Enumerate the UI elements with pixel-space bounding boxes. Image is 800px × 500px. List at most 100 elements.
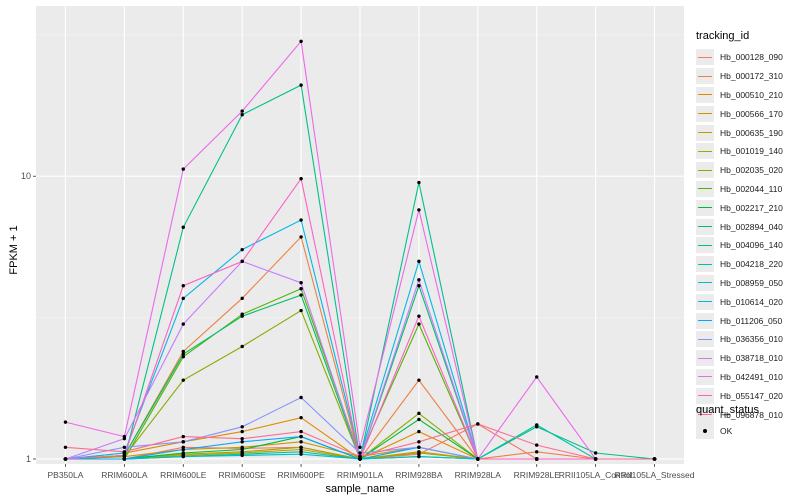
- legend2-key: [696, 423, 714, 440]
- legend-item: Hb_038718_010: [690, 349, 798, 368]
- legend-line-icon: [698, 357, 712, 359]
- legend-line-icon: [698, 414, 712, 416]
- x-tick-label: RRIM600LE: [160, 470, 207, 480]
- legend-label: Hb_000172_310: [720, 71, 783, 82]
- legend-line-icon: [698, 169, 712, 171]
- data-points: [63, 39, 657, 461]
- data-point: [240, 453, 244, 458]
- legend-key: [696, 350, 714, 367]
- data-point: [417, 322, 421, 326]
- legend-item: Hb_004096_140: [690, 236, 798, 255]
- data-point: [181, 349, 185, 354]
- legend-line-icon: [698, 320, 712, 322]
- legend-key: [696, 162, 714, 179]
- data-point: [417, 180, 421, 185]
- legend-item: Hb_011206_050: [690, 311, 798, 330]
- legend-key: [696, 180, 714, 197]
- legend-key: [696, 218, 714, 235]
- data-point: [240, 436, 244, 441]
- data-point: [63, 445, 68, 449]
- legend-line-icon: [698, 226, 712, 228]
- legend-item: Hb_000172_310: [690, 67, 798, 86]
- data-point: [299, 440, 303, 444]
- x-tick-label: RRII105LA_Control: [559, 470, 633, 480]
- legend-line-icon: [698, 207, 712, 209]
- data-point: [417, 440, 421, 444]
- data-point: [417, 445, 421, 449]
- data-point: [593, 451, 598, 455]
- data-point: [299, 177, 303, 181]
- legend-label: Hb_002035_020: [720, 165, 783, 176]
- data-point: [417, 284, 421, 288]
- data-point: [181, 447, 185, 452]
- data-point: [240, 113, 244, 117]
- x-tick-label: RRIM928LA: [455, 470, 502, 480]
- legend-label: Hb_055147_020: [720, 390, 783, 401]
- data-point: [299, 235, 303, 239]
- legend-line-icon: [698, 338, 712, 340]
- legend-label: Hb_000128_090: [720, 52, 783, 63]
- legend-key: [696, 68, 714, 85]
- legend-label: Hb_002894_040: [720, 221, 783, 232]
- legend-item: Hb_036356_010: [690, 330, 798, 349]
- data-point: [240, 247, 244, 252]
- legend2-item: OK: [690, 422, 798, 441]
- legend-key: [696, 237, 714, 254]
- legend-key: [696, 274, 714, 291]
- legend-line-icon: [698, 150, 712, 152]
- legend-item: Hb_002894_040: [690, 217, 798, 236]
- legend-label: Hb_008959_050: [720, 277, 783, 288]
- data-point: [417, 451, 421, 455]
- legend-item: Hb_001019_140: [690, 142, 798, 161]
- data-point: [417, 429, 421, 434]
- legend-item: Hb_042491_010: [690, 368, 798, 387]
- legend-item: Hb_000635_190: [690, 123, 798, 142]
- data-point: [240, 109, 244, 113]
- data-point: [240, 344, 244, 349]
- data-point: [122, 445, 127, 449]
- data-point: [181, 284, 185, 288]
- data-point: [299, 293, 303, 297]
- data-point: [122, 457, 127, 461]
- data-point: [181, 352, 185, 356]
- data-point: [358, 457, 362, 461]
- y-tick-label: 1: [26, 454, 31, 464]
- legend-item: Hb_002035_020: [690, 161, 798, 180]
- legend-item: Hb_000128_090: [690, 48, 798, 67]
- legend-label: Hb_010614_020: [720, 296, 783, 307]
- data-point: [358, 445, 362, 449]
- legend-line-icon: [698, 244, 712, 246]
- legend-item: Hb_002044_110: [690, 180, 798, 199]
- data-point: [417, 314, 421, 318]
- legend-line-icon: [698, 94, 712, 96]
- legend-line-icon: [698, 113, 712, 115]
- legend-key: [696, 143, 714, 160]
- data-point: [299, 281, 303, 285]
- y-tick-label: 10: [21, 171, 31, 181]
- legend-item: Hb_000510_210: [690, 86, 798, 105]
- data-point: [358, 451, 362, 455]
- x-tick-label: PB350LA: [47, 470, 83, 480]
- data-point: [476, 457, 480, 461]
- data-point: [63, 420, 68, 424]
- x-tick-label: RRII105LA_Stressed: [615, 470, 695, 480]
- legend-line-icon: [698, 56, 712, 58]
- legend-label: Hb_000510_210: [720, 89, 783, 100]
- data-point: [181, 378, 185, 382]
- data-point: [299, 450, 303, 454]
- data-point: [181, 225, 185, 229]
- data-point: [358, 454, 362, 459]
- data-point: [417, 378, 421, 382]
- legend-key: [696, 124, 714, 141]
- legend-items: Hb_000128_090 Hb_000172_310 Hb_000510_210 H…: [690, 48, 798, 424]
- data-point: [240, 259, 244, 264]
- data-point: [299, 445, 303, 449]
- legend-item: Hb_000566_170: [690, 104, 798, 123]
- legend-label: Hb_004096_140: [720, 240, 783, 251]
- legend2-label: OK: [720, 426, 733, 437]
- data-point: [240, 429, 244, 434]
- data-point: [181, 167, 185, 171]
- data-point: [240, 440, 244, 444]
- legend-line-icon: [698, 263, 712, 265]
- legend-label: Hb_011206_050: [720, 315, 783, 326]
